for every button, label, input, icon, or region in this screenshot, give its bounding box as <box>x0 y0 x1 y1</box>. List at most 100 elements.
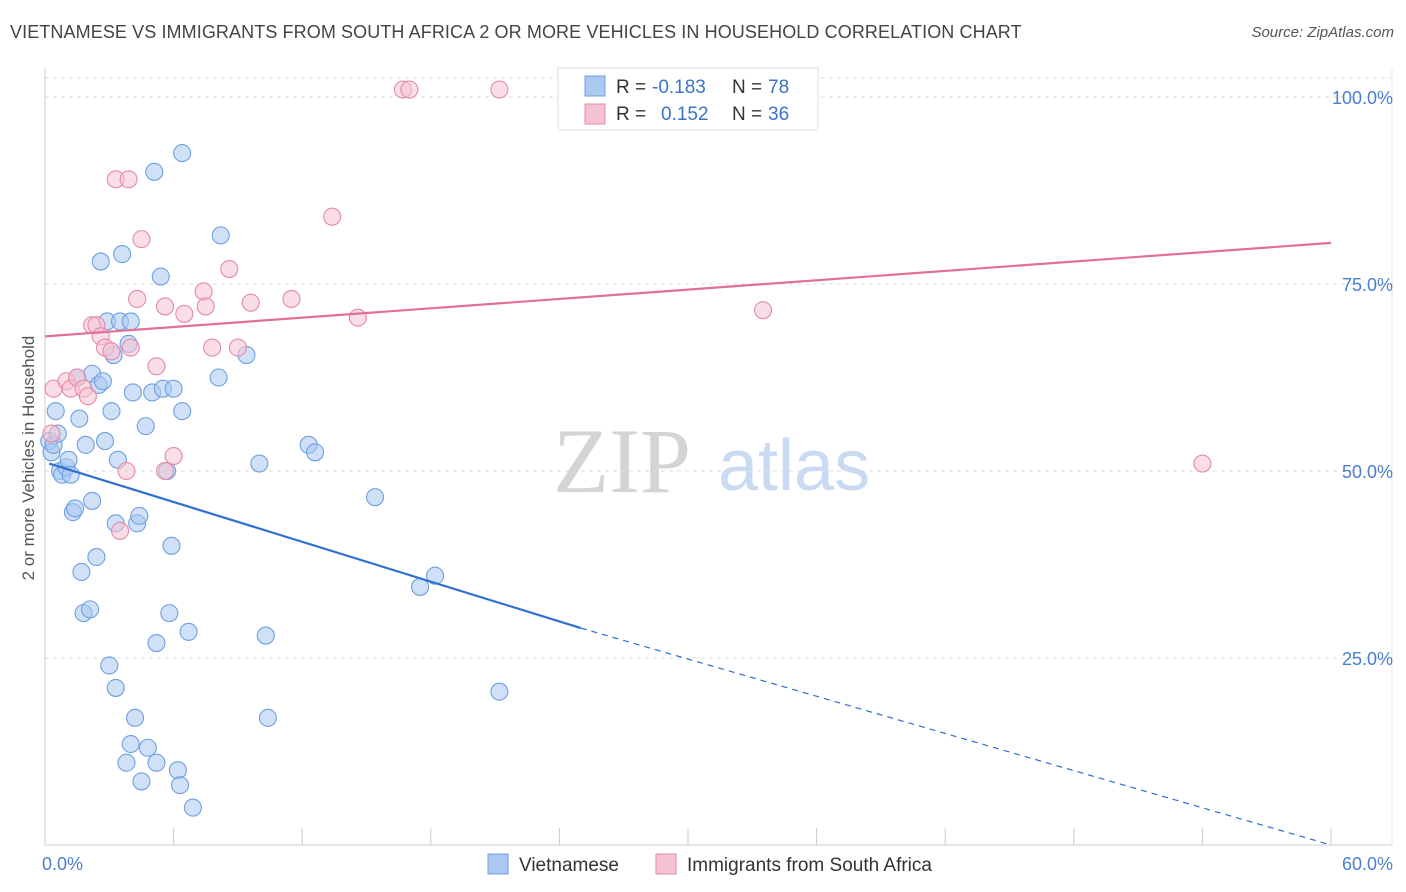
data-point <box>1193 454 1212 473</box>
data-point <box>128 289 147 309</box>
data-point <box>306 443 325 462</box>
series-vietnamese <box>40 144 509 817</box>
legend-n-value-2: 36 <box>768 104 789 125</box>
data-point <box>256 626 275 645</box>
data-point <box>490 80 509 99</box>
data-point <box>145 162 164 181</box>
watermark-atlas: atlas <box>718 426 870 506</box>
data-point <box>87 547 106 567</box>
legend-swatch-south-africa <box>584 103 606 125</box>
data-point <box>160 604 179 623</box>
legend-r-value-2: 0.152 <box>661 104 709 125</box>
legend-n-value-1: 78 <box>768 77 789 98</box>
data-point <box>282 289 301 309</box>
data-point <box>70 409 89 428</box>
data-point <box>147 633 166 653</box>
data-point <box>164 446 183 466</box>
y-tick-label: 75.0% <box>1342 275 1393 295</box>
data-point <box>132 772 151 791</box>
data-point <box>117 753 136 772</box>
data-point <box>119 170 138 189</box>
data-point <box>100 656 119 675</box>
data-point <box>490 682 509 701</box>
data-point <box>46 402 65 421</box>
data-point <box>117 461 136 481</box>
data-point <box>162 536 181 555</box>
data-point <box>102 402 121 421</box>
data-point <box>220 259 239 279</box>
data-point <box>151 267 170 286</box>
data-point <box>155 461 175 481</box>
data-point <box>110 521 130 540</box>
trend-lines <box>44 241 1332 846</box>
bottom-legend-swatch-south-africa <box>655 853 677 875</box>
data-point <box>123 383 142 402</box>
trend-line-south-africa <box>44 241 1332 338</box>
data-point <box>250 454 269 473</box>
tick-labels: 25.0% 50.0% 75.0% 100.0% 0.0% 60.0% <box>42 88 1393 874</box>
data-point <box>168 761 187 780</box>
data-point <box>102 342 121 361</box>
data-point <box>106 678 125 697</box>
data-point <box>175 304 194 323</box>
data-point <box>136 417 155 436</box>
data-point <box>42 424 61 443</box>
data-point <box>173 402 192 421</box>
data-point <box>121 734 140 754</box>
data-point <box>211 226 230 245</box>
legend-swatch-vietnamese <box>584 75 606 97</box>
gridlines <box>45 77 1392 659</box>
data-point <box>132 230 151 249</box>
data-point <box>80 600 100 619</box>
data-point <box>155 297 175 316</box>
y-tick-label: 100.0% <box>1332 88 1393 108</box>
data-point <box>147 357 166 376</box>
data-point <box>203 338 222 357</box>
data-point <box>241 293 260 312</box>
data-point <box>170 776 190 795</box>
y-axis-label: 2 or more Vehicles in Household <box>19 336 38 581</box>
data-point <box>194 282 213 301</box>
x-tick-label-min: 0.0% <box>42 854 83 874</box>
data-point <box>138 738 157 757</box>
data-point <box>59 450 78 469</box>
data-point <box>228 338 247 357</box>
x-tick-label-max: 60.0% <box>1342 854 1393 874</box>
legend-r-value-1: -0.183 <box>652 77 706 98</box>
data-point <box>753 301 773 320</box>
trend-line-vietnamese <box>48 462 582 630</box>
data-point <box>83 491 102 510</box>
source-label: Source: ZipAtlas.com <box>1251 24 1394 41</box>
data-point <box>183 798 202 817</box>
data-point <box>95 432 115 451</box>
trend-line-vietnamese-extension <box>580 627 1332 846</box>
data-point <box>426 566 445 585</box>
data-point <box>258 708 277 727</box>
data-point <box>121 338 140 357</box>
data-point <box>400 80 419 99</box>
legend-n-label-1: N = <box>732 77 762 98</box>
chart-title: VIETNAMESE VS IMMIGRANTS FROM SOUTH AFRI… <box>10 22 1022 42</box>
data-point <box>196 297 215 316</box>
data-point <box>147 753 166 772</box>
bottom-legend-swatch-vietnamese <box>487 853 509 875</box>
data-point <box>164 379 183 398</box>
bottom-legend-label-south-africa: Immigrants from South Africa <box>687 855 932 876</box>
data-point <box>179 622 198 641</box>
data-point <box>323 207 342 226</box>
data-point <box>130 506 149 525</box>
data-point <box>348 308 367 327</box>
legend-r-label-2: R = <box>616 104 646 125</box>
data-point <box>93 372 112 391</box>
data-point <box>173 144 192 163</box>
watermark-zip: ZIP <box>553 410 691 512</box>
data-point <box>209 368 228 387</box>
data-point <box>78 387 97 406</box>
y-tick-label: 25.0% <box>1342 649 1393 669</box>
bottom-legend-label-vietnamese: Vietnamese <box>519 855 619 876</box>
data-point <box>366 488 385 507</box>
correlation-legend: R = -0.183 N = 78 R = 0.152 N = 36 <box>557 67 819 131</box>
legend-r-label-1: R = <box>616 77 646 98</box>
series-legend: Vietnamese Immigrants from South Africa <box>487 853 932 876</box>
legend-n-label-2: N = <box>732 104 762 125</box>
